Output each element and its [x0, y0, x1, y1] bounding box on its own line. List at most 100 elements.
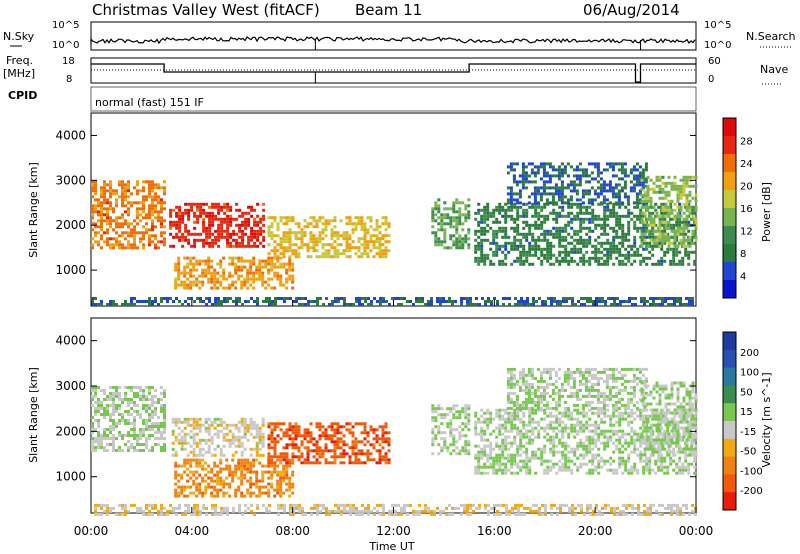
x-tick-label: 04:00	[175, 524, 210, 538]
x-axis-label: Time UT	[368, 540, 414, 553]
x-tick-label: 16:00	[477, 524, 512, 538]
echo-region	[174, 256, 295, 290]
colorbar-swatch	[723, 492, 736, 511]
colorbar-tick-label: 20	[740, 182, 753, 193]
colorbar-tick-label: 28	[740, 137, 753, 148]
colorbar-swatch	[723, 262, 736, 281]
echo-region	[431, 198, 471, 250]
noise-left-label: N.Sky	[3, 30, 35, 43]
x-tick-label: 08:00	[275, 524, 310, 538]
echo-region	[640, 381, 698, 457]
freq-label-line2: [MHz]	[3, 67, 35, 80]
echo-region	[267, 422, 391, 465]
colorbar-swatch	[723, 332, 736, 351]
colorbar-tick-label: 24	[740, 159, 753, 170]
y-tick-label: 2000	[55, 218, 86, 232]
colorbar-tick-label: 16	[740, 204, 753, 215]
echo-region	[91, 386, 166, 452]
colorbar-swatch	[723, 154, 736, 173]
power-echo-marks	[91, 162, 698, 306]
colorbar-swatch	[723, 403, 736, 422]
beam-title: Beam 11	[355, 1, 422, 19]
colorbar-tick-label: -50	[740, 447, 756, 458]
echo-region	[506, 367, 648, 410]
colorbar-swatch	[723, 208, 736, 227]
power-yticks: 1000 2000 3000 4000	[55, 128, 696, 277]
y-tick-label: 2000	[55, 424, 86, 438]
y-tick-label: 1000	[55, 263, 86, 277]
echo-region	[431, 404, 471, 456]
cpid-box	[90, 86, 697, 112]
noise-right-label: N.Search	[746, 30, 796, 43]
date-title: 06/Aug/2014	[583, 1, 680, 19]
y-tick-label: 3000	[55, 173, 86, 187]
colorbar-tick-label: -100	[740, 466, 763, 477]
colorbar-swatch	[723, 244, 736, 263]
velocity-panel: 1000 2000 3000 4000 Slant Range [km] 200 100…	[27, 317, 773, 516]
colorbar-swatch	[723, 349, 736, 369]
y-tick-label: 4000	[55, 128, 86, 142]
x-tick-label: 00:00	[679, 524, 714, 538]
colorbar-swatch	[723, 385, 736, 404]
noise-trace	[90, 36, 696, 50]
noise-panel: N.Sky 10^5 10^0 10^5 10^0 N.Search	[3, 20, 796, 51]
y-tick-label: 4000	[55, 334, 86, 348]
colorbar-tick-label: 4	[740, 272, 746, 283]
colorbar-swatch	[723, 474, 736, 493]
echo-region	[267, 216, 391, 259]
echo-region	[91, 180, 166, 250]
power-colorbar: 4 8 12 16 20 24 28	[722, 117, 753, 299]
echo-region	[169, 202, 266, 248]
colorbar-tick-label: 15	[740, 407, 753, 418]
x-tick-label: 00:00	[74, 524, 109, 538]
velocity-colorbar: 200 100 50 15 -15 -50 -100 -200	[722, 331, 763, 511]
freq-left-tick-top: 18	[62, 56, 75, 67]
colorbar-swatch	[723, 118, 736, 137]
freq-trace	[91, 63, 696, 83]
colorbar-frame	[722, 331, 737, 511]
echo-region	[171, 417, 265, 457]
freq-right-tick-bottom: 0	[708, 74, 714, 85]
freq-panel: Freq. [MHz] 18 8 60 0 Nave	[3, 54, 788, 85]
echo-region	[174, 458, 295, 498]
cpid-value: normal (fast) 151 IF	[95, 96, 204, 109]
echo-region	[94, 503, 697, 516]
colorbar-tick-label: -15	[740, 427, 756, 438]
colorbar-swatch	[723, 367, 736, 386]
freq-line	[91, 63, 696, 83]
colorbar-tick-label: 200	[740, 348, 759, 359]
velocity-colorbar-label: Velocity [m s^-1]	[760, 372, 773, 467]
nave-label: Nave	[760, 63, 788, 76]
colorbar-tick-label: 50	[740, 387, 753, 398]
colorbar-swatch	[723, 438, 736, 458]
freq-left-tick-bottom: 8	[66, 74, 72, 85]
velocity-echo-marks	[91, 367, 698, 516]
x-tick-label: 20:00	[578, 524, 613, 538]
power-panel: 1000 2000 3000 4000 Slant Range [km] 4 8 12 16…	[27, 112, 773, 307]
echo-region	[91, 297, 694, 306]
x-axis-ticks: 00:00 04:00 08:00 12:00 16:00 20:00 00:00	[74, 300, 714, 538]
colorbar-swatch	[723, 226, 736, 245]
freq-label-line1: Freq.	[6, 54, 33, 67]
noise-left-tick-bottom: 10^0	[52, 40, 79, 51]
colorbar-swatch	[723, 172, 736, 191]
y-tick-label: 1000	[55, 470, 86, 484]
velocity-yticks: 1000 2000 3000 4000	[55, 334, 696, 484]
power-ylabel: Slant Range [km]	[27, 162, 40, 258]
colorbar-tick-label: 8	[740, 249, 746, 260]
colorbar-frame	[722, 117, 737, 299]
echo-region	[474, 408, 697, 475]
x-tick-label: 12:00	[376, 524, 411, 538]
colorbar-tick-label: -200	[740, 486, 763, 497]
noise-left-tick-top: 10^5	[52, 20, 79, 31]
colorbar-swatch	[723, 456, 736, 475]
colorbar-swatch	[723, 280, 736, 299]
colorbar-swatch	[723, 190, 736, 209]
power-colorbar-label: Power [dB]	[760, 182, 773, 242]
noise-right-tick-bottom: 10^0	[704, 40, 731, 51]
station-title: Christmas Valley West (fitACF)	[92, 1, 320, 19]
colorbar-tick-label: 12	[740, 227, 753, 238]
colorbar-swatch	[723, 421, 736, 440]
noise-sky-line	[90, 36, 696, 45]
